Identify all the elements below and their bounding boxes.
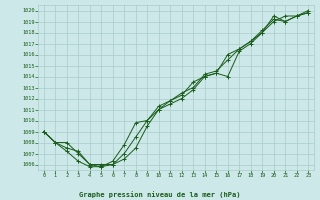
- Text: Graphe pression niveau de la mer (hPa): Graphe pression niveau de la mer (hPa): [79, 191, 241, 198]
